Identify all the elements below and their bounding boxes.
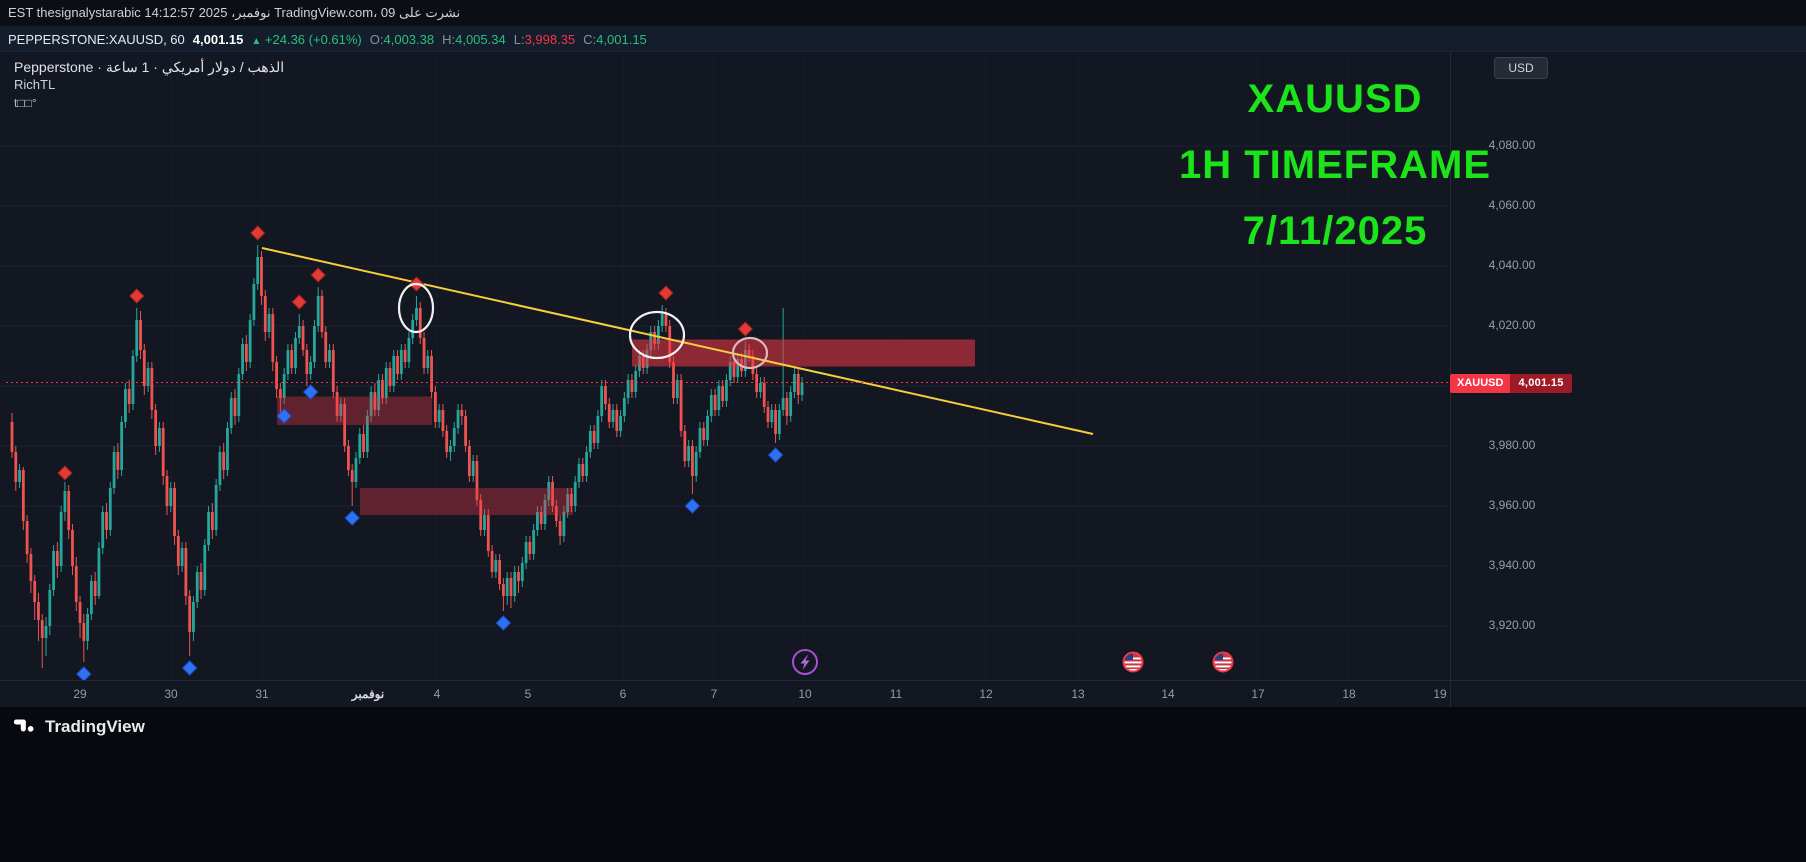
ohlc-close: C:4,001.15 bbox=[583, 31, 647, 47]
candlestick-chart[interactable] bbox=[0, 52, 1806, 707]
supply-demand-zone[interactable] bbox=[632, 339, 975, 367]
supply-diamond-marker[interactable] bbox=[249, 225, 266, 241]
annotation-timeframe: 1H TIMEFRAME bbox=[1179, 143, 1491, 187]
economic-event-us-flag-icon[interactable] bbox=[1212, 651, 1234, 673]
highlight-circle[interactable] bbox=[397, 282, 435, 334]
brand-row: TradingView bbox=[0, 707, 1806, 747]
currency-button[interactable]: USD bbox=[1494, 57, 1548, 79]
symbol-series: PEPPERSTONE:XAUUSD, 60 bbox=[8, 31, 185, 47]
price-tag-value: 4,001.15 bbox=[1510, 373, 1572, 393]
price-tag-symbol: XAUUSD bbox=[1450, 373, 1511, 393]
symbol-title[interactable]: الذهب / دولار أمريكي · 1 ساعة · Pepperst… bbox=[14, 59, 285, 75]
price-tick-label: 3,960.00 bbox=[1488, 498, 1536, 512]
supply-diamond-marker[interactable] bbox=[737, 321, 754, 337]
supply-diamond-marker[interactable] bbox=[658, 285, 674, 301]
ohlc-open: O:4,003.38 bbox=[369, 31, 435, 47]
chart-legend: الذهب / دولار أمريكي · 1 ساعة · Pepperst… bbox=[14, 58, 284, 112]
tradingview-wordmark[interactable]: TradingView bbox=[45, 717, 145, 736]
last-price-value: 4,001.15 bbox=[192, 31, 244, 47]
change-value: +24.36 (+0.61%) bbox=[264, 31, 362, 47]
economic-event-us-flag-icon[interactable] bbox=[1122, 651, 1144, 673]
time-tick-label: 29 bbox=[73, 687, 87, 701]
price-tick-label: 3,940.00 bbox=[1488, 558, 1536, 572]
publish-info: نشرت على TradingView.com، 09 نوفمبر، 202… bbox=[8, 5, 461, 20]
demand-diamond-marker[interactable] bbox=[344, 510, 360, 526]
price-tick-label: 4,020.00 bbox=[1488, 318, 1536, 332]
price-tick-label: 3,920.00 bbox=[1488, 618, 1536, 632]
legend-misc: t□□° bbox=[14, 96, 37, 110]
price-change: ▲ +24.36 (+0.61%) bbox=[251, 32, 361, 47]
supply-diamond-marker[interactable] bbox=[291, 294, 307, 310]
time-tick-label: 7 bbox=[710, 687, 718, 701]
demand-diamond-marker[interactable] bbox=[76, 666, 92, 682]
price-tick-label: 4,040.00 bbox=[1488, 258, 1536, 272]
up-arrow-icon: ▲ bbox=[251, 35, 262, 47]
time-tick-label: 30 bbox=[164, 687, 178, 701]
descending-trendline[interactable] bbox=[261, 247, 1094, 435]
symbol-info-bar: PEPPERSTONE:XAUUSD, 60 4,001.15 ▲ +24.36… bbox=[0, 27, 1806, 52]
price-tick-label: 4,080.00 bbox=[1488, 138, 1536, 152]
supply-diamond-marker[interactable] bbox=[129, 288, 145, 304]
time-tick-label: 11 bbox=[889, 687, 903, 701]
demand-diamond-marker[interactable] bbox=[302, 384, 319, 400]
chart-annotation: XAUUSD 1H TIMEFRAME 7/11/2025 bbox=[1100, 66, 1570, 264]
demand-diamond-marker[interactable] bbox=[495, 615, 512, 631]
time-tick-label: 6 bbox=[619, 687, 627, 701]
boost-lightning-icon[interactable] bbox=[792, 649, 818, 675]
annotation-symbol: XAUUSD bbox=[1247, 77, 1423, 121]
time-tick-label: 13 bbox=[1071, 687, 1085, 701]
demand-diamond-marker[interactable] bbox=[181, 660, 198, 676]
tradingview-logo-icon[interactable] bbox=[12, 713, 36, 742]
publish-info-bar: نشرت على TradingView.com، 09 نوفمبر، 202… bbox=[0, 0, 1806, 27]
time-tick-label: 17 bbox=[1251, 687, 1265, 701]
ohlc-high: H:4,005.34 bbox=[442, 31, 506, 47]
supply-demand-zone[interactable] bbox=[360, 488, 573, 515]
highlight-circle[interactable] bbox=[731, 336, 769, 370]
time-tick-label: 19 bbox=[1433, 687, 1447, 701]
time-tick-label: 5 bbox=[524, 687, 532, 701]
ohlc-low: L:3,998.35 bbox=[513, 31, 576, 47]
supply-diamond-marker[interactable] bbox=[57, 465, 73, 481]
price-tick-label: 4,060.00 bbox=[1488, 198, 1536, 212]
supply-demand-zone[interactable] bbox=[277, 396, 432, 426]
demand-diamond-marker[interactable] bbox=[767, 447, 784, 463]
author-name[interactable]: RichTL bbox=[14, 77, 56, 92]
annotation-date: 7/11/2025 bbox=[1242, 209, 1428, 253]
highlight-circle[interactable] bbox=[628, 310, 686, 360]
time-tick-label: 12 bbox=[979, 687, 993, 701]
price-tick-label: 3,980.00 bbox=[1488, 438, 1536, 452]
time-scale[interactable]: 29 30 31 نوفمبر 4 5 6 7 10 11 12 13 14 17 18 19 bbox=[0, 680, 1806, 707]
time-tick-label: نوفمبر bbox=[351, 687, 385, 701]
time-tick-label: 10 bbox=[798, 687, 812, 701]
time-tick-label: 31 bbox=[255, 687, 269, 701]
chart-area[interactable]: الذهب / دولار أمريكي · 1 ساعة · Pepperst… bbox=[0, 52, 1806, 682]
time-tick-label: 4 bbox=[433, 687, 441, 701]
time-tick-label: 14 bbox=[1161, 687, 1175, 701]
supply-diamond-marker[interactable] bbox=[310, 267, 326, 283]
last-price-tag: XAUUSD 4,001.15 bbox=[1450, 373, 1572, 393]
demand-diamond-marker[interactable] bbox=[684, 498, 701, 514]
time-tick-label: 18 bbox=[1342, 687, 1356, 701]
footer-bar: TradingView bbox=[0, 707, 1806, 862]
demand-diamond-marker[interactable] bbox=[276, 408, 292, 424]
